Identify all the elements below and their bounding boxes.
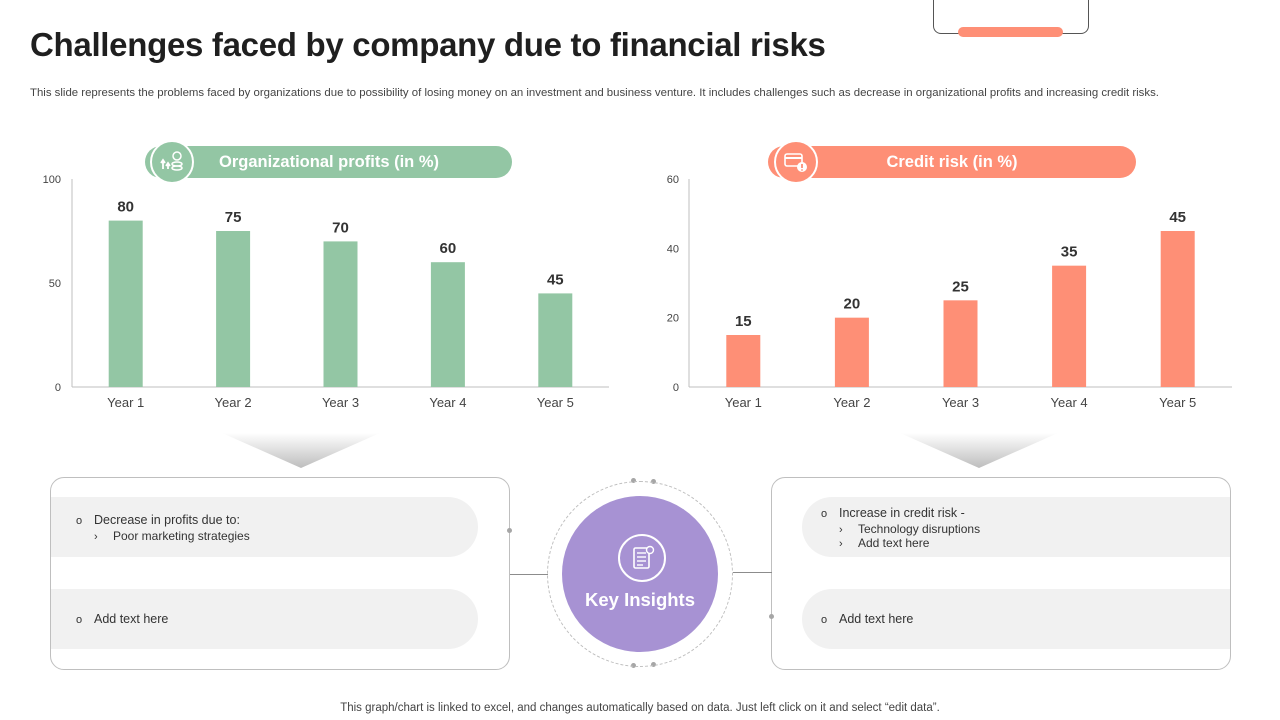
key-insights-label: Key Insights: [585, 589, 695, 610]
chart-header-credit: Credit risk (in %): [768, 140, 1136, 184]
bar: [1160, 231, 1195, 387]
funnel-arrow-left: [222, 433, 380, 468]
credit-card-warning-icon: [774, 140, 818, 184]
y-tick-label: 20: [667, 313, 679, 325]
document-report-icon: [618, 534, 666, 582]
bar-value-label: 75: [225, 209, 242, 226]
bar: [943, 300, 978, 387]
x-tick-label: Year 3: [942, 395, 979, 410]
page-title: Challenges faced by company due to finan…: [30, 26, 826, 63]
y-tick-label: 60: [667, 174, 679, 186]
bar-value-label: 20: [844, 296, 861, 313]
insight-right-row-1-sub-1: › Technology disruptions: [839, 522, 980, 536]
connector-left: [510, 574, 548, 575]
bar-value-label: 25: [952, 278, 969, 295]
connector-right: [733, 572, 772, 573]
insight-right-row-1: [802, 497, 1230, 557]
insight-left-row-2: [51, 589, 478, 649]
bullet-circle: o: [76, 515, 83, 527]
bar: [834, 317, 869, 387]
bar: [430, 262, 465, 387]
profit-coins-icon: [150, 140, 194, 184]
bullet-circle: o: [821, 508, 828, 520]
insight-right-row-1-sub-2: › Add text here: [839, 536, 929, 550]
x-tick-label: Year 4: [1051, 395, 1088, 410]
y-tick-label: 0: [673, 382, 679, 394]
bullet-text: Add text here: [94, 612, 169, 626]
bar-value-label: 80: [117, 199, 134, 216]
page-subtitle: This slide represents the problems faced…: [30, 87, 1159, 99]
insight-left-row-1-sub: › Poor marketing strategies: [94, 529, 250, 543]
insight-left-row-1-main: o Decrease in profits due to:: [76, 513, 240, 527]
x-tick-label: Year 2: [833, 395, 870, 410]
insight-right-row-1-main: o Increase in credit risk -: [821, 506, 965, 520]
bullet-chevron: ›: [839, 524, 843, 536]
bar: [726, 335, 761, 387]
bar: [216, 231, 251, 387]
bar: [538, 293, 573, 387]
bar-value-label: 60: [440, 240, 457, 257]
chart-header-profits: Organizational profits (in %): [145, 140, 512, 184]
bullet-circle: o: [76, 614, 83, 626]
key-insights-ring: [547, 481, 733, 667]
y-tick-label: 50: [49, 278, 61, 290]
insight-right-row-2-main: o Add text here: [821, 612, 913, 626]
bullet-text: Technology disruptions: [858, 522, 981, 536]
bar: [108, 220, 143, 387]
chart-title-profits: Organizational profits (in %): [218, 153, 439, 171]
bullet-text: Increase in credit risk -: [839, 506, 965, 520]
bar: [323, 241, 358, 387]
bullet-chevron: ›: [94, 531, 98, 543]
bar-value-label: 45: [547, 271, 564, 288]
bar-value-label: 70: [332, 219, 349, 236]
chart-credit-risk: 0 20 40 60 15 Year 1 20 Year 2 25 Year 3 35 Year 4 4…: [667, 174, 1232, 410]
bar-charts: 0 50 100 80 Year 1 75 Year 2 70 Year 3 60 Year 4 45…: [43, 174, 1232, 468]
connector-dot: [507, 528, 512, 533]
bar-value-label: 45: [1169, 209, 1186, 226]
x-tick-label: Year 4: [429, 395, 466, 410]
bar-value-label: 15: [735, 313, 752, 330]
bullet-text: Add text here: [839, 612, 914, 626]
x-tick-label: Year 5: [537, 395, 574, 410]
footer-note: This graph/chart is linked to excel, and…: [340, 702, 940, 714]
bullet-text: Poor marketing strategies: [113, 529, 250, 543]
ring-dot: [631, 478, 636, 483]
insight-left-row-1: [51, 497, 478, 557]
bullet-circle: o: [821, 614, 828, 626]
bullet-text: Decrease in profits due to:: [94, 513, 240, 527]
decorative-accent-bar: [958, 27, 1063, 37]
y-tick-label: 40: [667, 243, 679, 255]
connector-dot: [769, 614, 774, 619]
y-tick-label: 100: [43, 174, 61, 186]
funnel-arrow-right: [900, 433, 1058, 468]
x-tick-label: Year 5: [1159, 395, 1196, 410]
chart-title-credit: Credit risk (in %): [886, 153, 1018, 171]
chart-profits: 0 50 100 80 Year 1 75 Year 2 70 Year 3 60 Year 4 45…: [43, 174, 609, 410]
insight-right-row-2: [802, 589, 1230, 649]
bar: [1052, 265, 1087, 387]
x-tick-label: Year 2: [215, 395, 252, 410]
x-tick-label: Year 3: [322, 395, 359, 410]
bullet-text: Add text here: [858, 536, 930, 550]
y-tick-label: 0: [55, 382, 61, 394]
insight-left-row-2-main: o Add text here: [76, 612, 168, 626]
x-tick-label: Year 1: [725, 395, 762, 410]
bullet-chevron: ›: [839, 538, 843, 550]
bar-value-label: 35: [1061, 244, 1078, 261]
x-tick-label: Year 1: [107, 395, 144, 410]
